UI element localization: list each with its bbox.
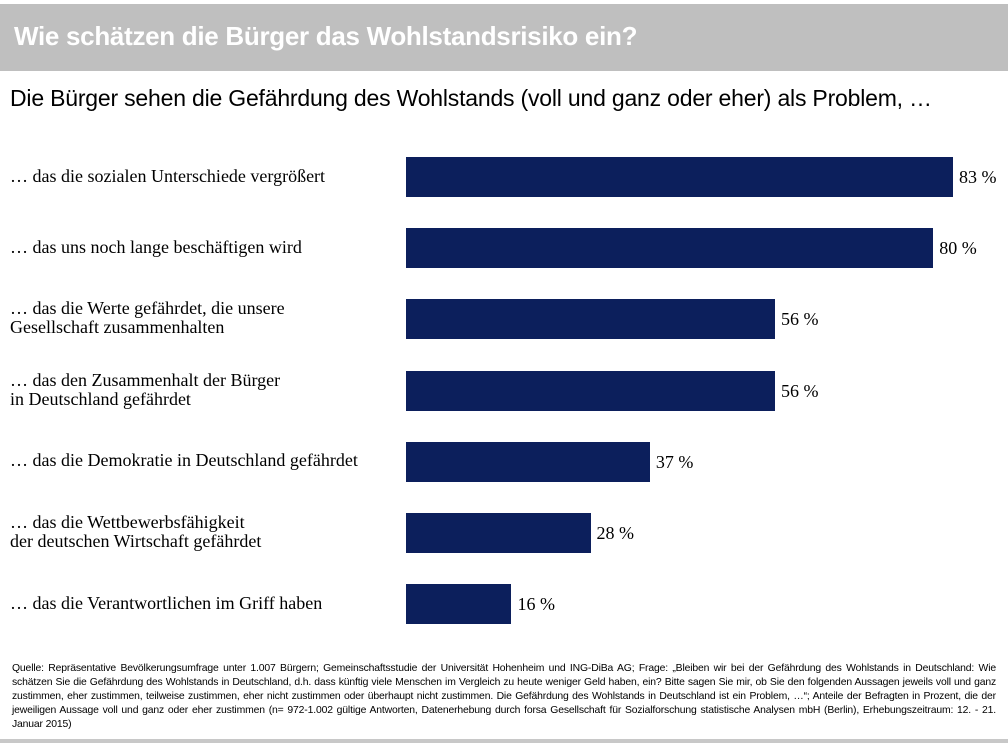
bar xyxy=(406,441,650,482)
category-label: … das die sozialen Unterschiede vergröße… xyxy=(10,165,326,186)
data-label: 56 % xyxy=(781,380,819,401)
data-label: 56 % xyxy=(781,309,819,330)
data-label: 28 % xyxy=(596,523,635,543)
category-label: … das die Verantwortlichen im Griff habe… xyxy=(10,592,323,613)
category-label-line: … das die Werte gefährdet, die unsere xyxy=(10,298,285,319)
chart-title: Die Bürger sehen die Gefährdung des Wohl… xyxy=(10,85,932,111)
category-label-line: Gesellschaft zusammenhalten xyxy=(10,317,225,338)
bottom-divider xyxy=(0,739,1008,743)
bar xyxy=(406,584,512,625)
header-band: Wie schätzen die Bürger das Wohlstandsri… xyxy=(0,4,1008,71)
category-label-line: … das die Verantwortlichen im Griff habe… xyxy=(10,592,323,613)
data-label: 16 % xyxy=(517,594,555,615)
category-label: … das die Demokratie in Deutschland gefä… xyxy=(10,451,358,470)
bar xyxy=(406,513,591,553)
category-label-line: in Deutschland gefährdet xyxy=(10,388,191,409)
category-label-line: … das die Demokratie in Deutschland gefä… xyxy=(10,450,358,471)
page-title: Wie schätzen die Bürger das Wohlstandsri… xyxy=(14,21,638,51)
category-label-line: der deutschen Wirtschaft gefährdet xyxy=(10,531,262,551)
footnote: Quelle: Repräsentative Bevölkerungsumfra… xyxy=(12,663,996,730)
category-label-line: … das den Zusammenhalt der Bürger xyxy=(10,369,281,390)
category-label: … das die Wettbewerbsfähigkeit der deutsc… xyxy=(10,513,261,551)
bar xyxy=(406,228,934,269)
category-label-line: … das die Wettbewerbsfähigkeit xyxy=(10,512,245,532)
data-label: 80 % xyxy=(939,238,977,259)
data-label: 37 % xyxy=(655,451,694,472)
data-label: 83 % xyxy=(959,167,997,187)
category-label: … das die Werte gefährdet, die unsere Ges… xyxy=(10,299,285,337)
category-label: … das uns noch lange beschäftigen wird xyxy=(10,236,302,257)
bar xyxy=(406,370,776,411)
bar xyxy=(406,299,776,340)
category-label: … das den Zusammenhalt der Bürger in Deut… xyxy=(10,369,281,409)
category-label-line: … das die sozialen Unterschiede vergröße… xyxy=(10,165,326,186)
category-label-line: … das uns noch lange beschäftigen wird xyxy=(10,236,302,257)
bar xyxy=(406,157,953,197)
